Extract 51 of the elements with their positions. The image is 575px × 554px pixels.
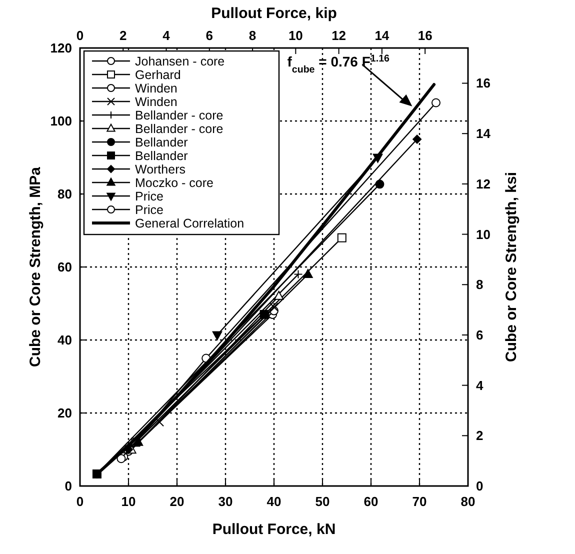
legend-label: Price: [135, 190, 164, 204]
legend-label: Bellander: [135, 149, 188, 163]
x2-tick-label: 16: [418, 28, 432, 43]
y2-tick-label: 14: [476, 126, 492, 142]
x-tick-label: 50: [315, 494, 330, 509]
x2-tick-label: 2: [120, 28, 127, 43]
y-tick-label: 100: [50, 114, 72, 128]
x-tick-label: 20: [170, 494, 184, 509]
x-tick-label: 0: [76, 494, 84, 509]
legend-label: Bellander - core: [135, 122, 224, 136]
legend-label: Gerhard: [135, 68, 181, 82]
y2-tick-label: 2: [476, 428, 484, 444]
x2-axis-title: Pullout Force, kip: [211, 5, 337, 22]
x2-tick-label: 6: [206, 28, 214, 43]
x-tick-label: 40: [266, 494, 282, 509]
x-tick-label: 10: [121, 494, 136, 509]
y2-axis-title: Cube or Core Strength, ksi: [503, 172, 520, 362]
legend-label: Price: [135, 203, 164, 217]
x-tick-label: 70: [412, 494, 427, 509]
y-tick-label: 80: [58, 186, 72, 202]
x2-tick-label: 8: [248, 28, 256, 43]
legend-label: Bellander: [135, 136, 188, 150]
y-tick-label: 60: [58, 260, 72, 274]
y2-tick-label: 6: [476, 327, 484, 342]
x2-tick-label: 4: [162, 28, 171, 43]
y2-tick-label: 4: [476, 378, 484, 393]
y-tick-label: 120: [50, 40, 72, 56]
x2-tick-label: 14: [374, 28, 390, 43]
y2-tick-label: 10: [476, 226, 490, 242]
legend-label: Winden: [135, 95, 178, 109]
y2-tick-label: 8: [476, 277, 484, 292]
y2-tick-label: 12: [476, 176, 490, 192]
y2-tick-label: 16: [476, 76, 490, 91]
x2-tick-label: 10: [288, 28, 303, 43]
legend-label: Moczko - core: [135, 176, 214, 190]
legend-label: General Correlation: [135, 216, 244, 230]
x-axis-title: Pullout Force, kN: [212, 521, 336, 538]
x-tick-label: 60: [364, 494, 378, 509]
x-tick-label: 30: [218, 494, 233, 509]
x-tick-label: 80: [460, 494, 476, 509]
y2-tick-label: 0: [476, 478, 484, 494]
legend-label: Winden: [135, 82, 178, 96]
legend-label: Bellander - core: [135, 108, 224, 122]
y-axis-title: Cube or Core Strength, MPa: [27, 166, 44, 368]
y-tick-label: 20: [58, 406, 72, 420]
legend-label: Worthers: [135, 162, 186, 176]
legend-label: Johansen - core: [135, 54, 225, 68]
y-tick-label: 40: [58, 332, 72, 348]
y-tick-label: 0: [64, 478, 72, 494]
x2-tick-label: 0: [76, 28, 84, 43]
x2-tick-label: 12: [332, 28, 346, 43]
